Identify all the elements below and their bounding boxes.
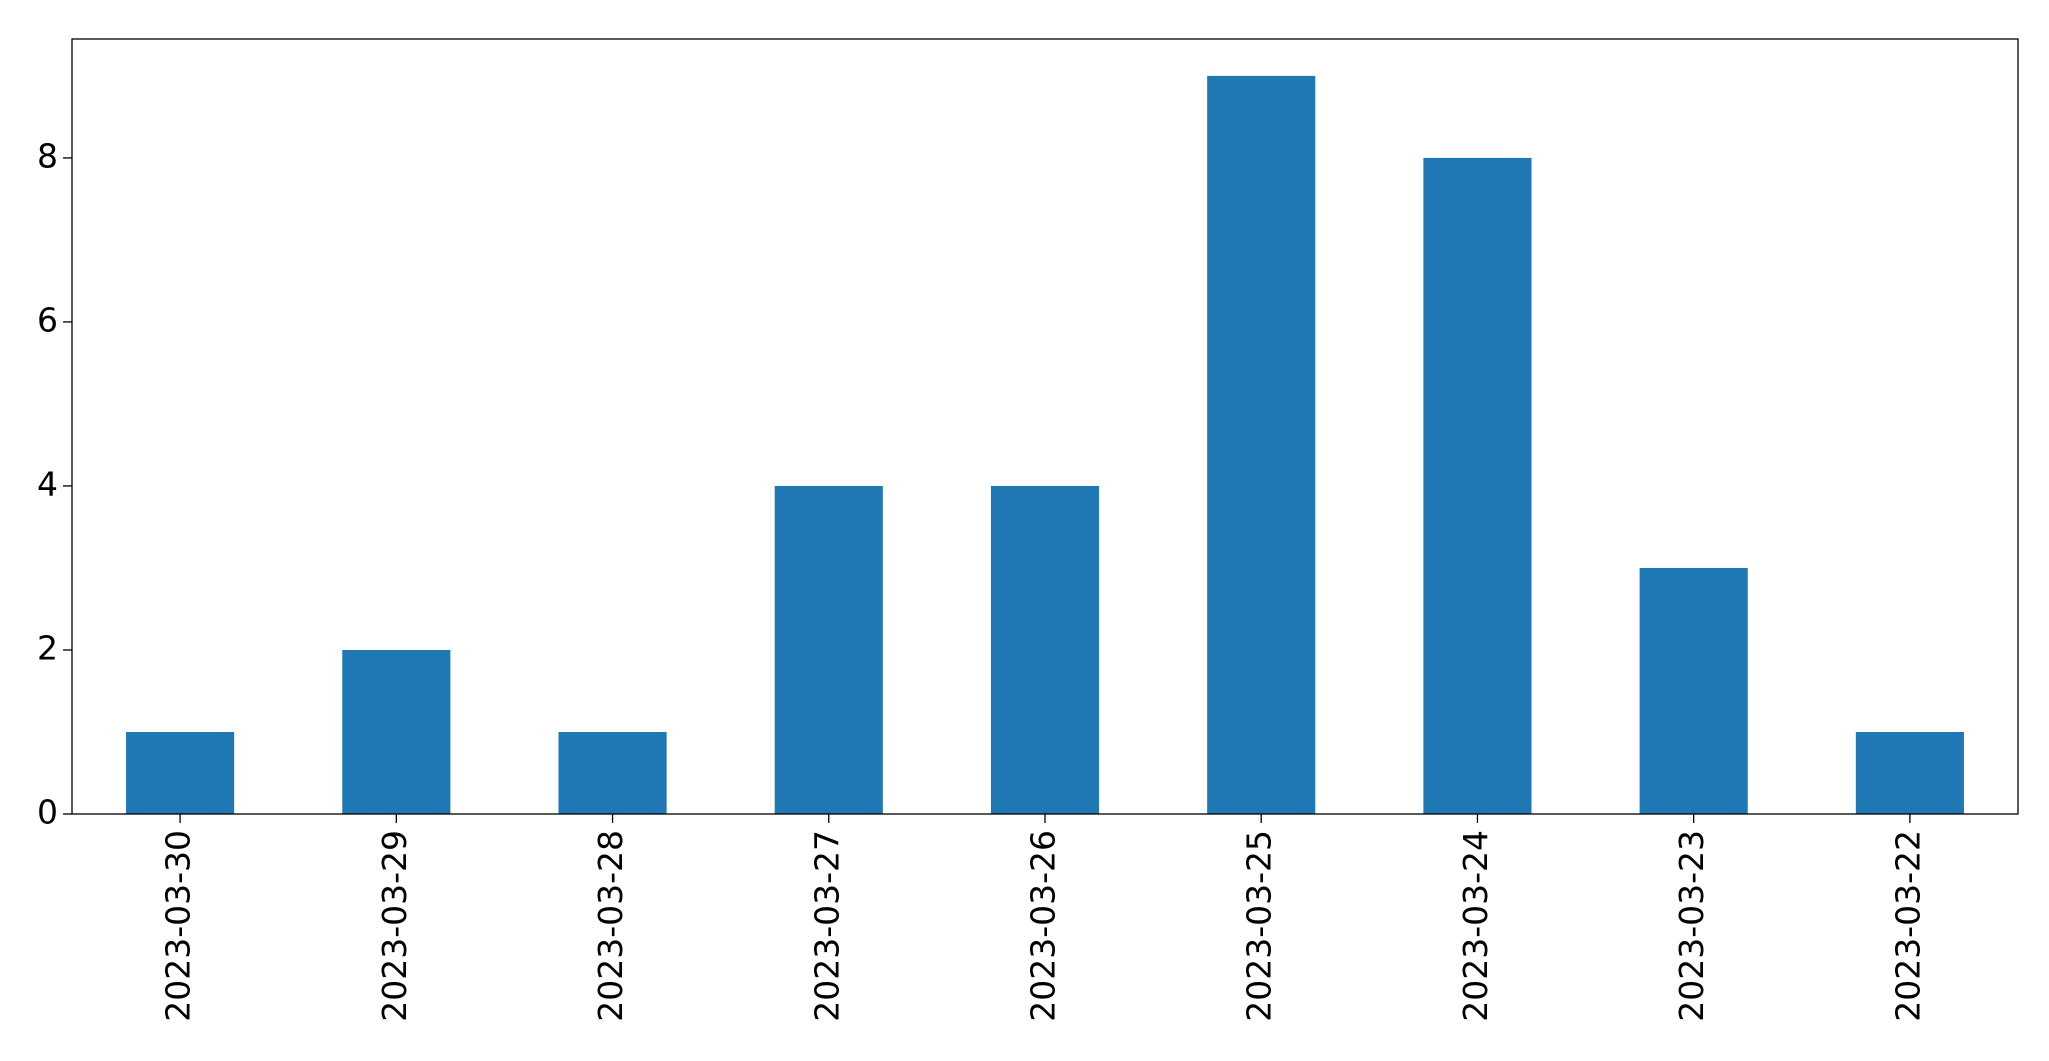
plot-frame	[71, 38, 2019, 815]
x-tick-label: 2023-03-22	[1888, 830, 1927, 1022]
bar	[126, 731, 235, 814]
bar	[342, 649, 451, 814]
bar	[558, 731, 667, 814]
x-tick-label: 2023-03-29	[375, 830, 414, 1022]
bar	[1639, 567, 1748, 814]
bar	[774, 485, 883, 814]
x-tick-label: 2023-03-27	[807, 830, 846, 1022]
x-tick-label: 2023-03-26	[1024, 830, 1063, 1022]
x-tick-label: 2023-03-24	[1456, 830, 1495, 1022]
y-tick-label: 8	[37, 136, 58, 175]
bar	[1207, 75, 1316, 814]
x-tick-label: 2023-03-30	[159, 830, 198, 1022]
y-tick-label: 0	[37, 793, 58, 832]
y-tick-label: 2	[37, 628, 58, 667]
x-tick-label: 2023-03-23	[1672, 830, 1711, 1022]
bar	[1855, 731, 1964, 814]
x-tick-label: 2023-03-28	[591, 830, 630, 1022]
bar	[1423, 157, 1532, 814]
bar	[990, 485, 1100, 814]
y-tick-label: 6	[37, 300, 58, 339]
y-tick-label: 4	[37, 464, 58, 503]
x-tick-label: 2023-03-25	[1240, 830, 1279, 1022]
